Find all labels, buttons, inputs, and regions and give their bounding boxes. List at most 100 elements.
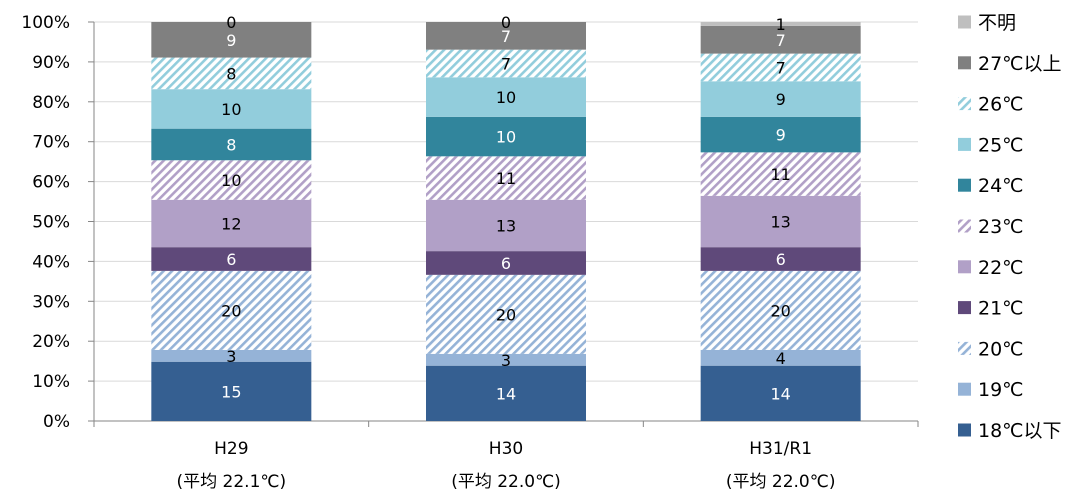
legend-swatch — [958, 97, 971, 111]
legend-swatch — [958, 423, 971, 437]
data-label: 7 — [776, 31, 786, 50]
legend-label: 21℃ — [978, 298, 1024, 320]
legend-swatch — [958, 15, 971, 29]
data-label: 9 — [226, 31, 236, 50]
bar-segment — [700, 53, 861, 82]
bar-segment — [426, 116, 586, 157]
data-label: 0 — [501, 13, 511, 32]
bar-segment — [151, 22, 312, 58]
bar-segment — [151, 361, 312, 421]
legend-item: 22℃ — [958, 257, 1024, 279]
legend-label: 18℃以下 — [978, 420, 1062, 442]
bar-segment — [426, 22, 586, 50]
legend-item: 18℃以下 — [958, 420, 1062, 442]
bar-segment — [151, 160, 312, 200]
data-label: 20 — [221, 301, 241, 320]
bar-segment — [151, 89, 312, 129]
bar-segment — [151, 270, 312, 350]
y-tick-label: 30% — [32, 292, 70, 312]
x-category-sublabel: (平均 22.1℃) — [177, 472, 287, 492]
data-label: 13 — [496, 216, 516, 235]
bar-segment — [151, 247, 312, 271]
legend-swatch — [958, 260, 971, 274]
bar-segment — [426, 353, 586, 366]
legend-item: 23℃ — [958, 216, 1024, 238]
bar-segment — [700, 195, 861, 248]
bar-segment — [700, 152, 861, 196]
bar-segment — [700, 81, 861, 117]
x-category-label: H30 — [489, 439, 523, 459]
legend-label: 27℃以上 — [978, 53, 1062, 75]
data-label: 1 — [776, 15, 786, 34]
data-label: 6 — [226, 250, 236, 269]
bar-segment — [151, 57, 312, 90]
legend-swatch — [958, 382, 971, 396]
legend-swatch — [958, 341, 971, 355]
x-category-sublabel: (平均 22.0℃) — [726, 472, 836, 492]
data-label: 15 — [221, 382, 241, 401]
data-label: 6 — [501, 254, 511, 273]
legend-label: 24℃ — [978, 175, 1024, 197]
data-label: 10 — [221, 100, 241, 119]
data-label: 11 — [770, 165, 790, 184]
bar-segment — [426, 251, 586, 275]
legend-item: 25℃ — [958, 134, 1024, 156]
data-label: 12 — [221, 214, 241, 233]
x-axis-labels: H29 (平均 22.1℃) H30 (平均 22.0℃) H31/R1 (平均 22.0… — [177, 439, 836, 492]
data-label: 10 — [496, 88, 516, 107]
data-label: 7 — [501, 54, 511, 73]
data-label: 7 — [501, 27, 511, 46]
legend-label: 不明 — [978, 12, 1016, 34]
x-category-sublabel: (平均 22.0℃) — [451, 472, 561, 492]
legend-item: 21℃ — [958, 298, 1024, 320]
data-label: 11 — [496, 169, 516, 188]
legend-label: 19℃ — [978, 379, 1024, 401]
y-tick-label: 10% — [32, 372, 70, 392]
y-tick-label: 80% — [32, 93, 70, 113]
bar-segment — [700, 22, 861, 26]
y-tick-label: 60% — [32, 173, 70, 193]
legend: 不明 27℃以上 26℃ 25℃ 24℃ 23℃ 22℃ 21℃ 20℃ 19℃ 18℃以下 — [958, 12, 1062, 442]
data-label: 14 — [770, 384, 790, 403]
bar-segment — [151, 199, 312, 248]
data-labels: 1532061210810890143206131110107701442061… — [221, 13, 791, 403]
data-label: 6 — [776, 250, 786, 269]
legend-item: 19℃ — [958, 379, 1024, 401]
data-label: 14 — [496, 384, 516, 403]
legend-swatch — [958, 137, 971, 151]
data-label: 7 — [776, 58, 786, 77]
data-label: 9 — [776, 90, 786, 109]
bar-segment — [700, 270, 861, 350]
y-tick-label: 0% — [43, 412, 70, 432]
bar-segment — [426, 156, 586, 200]
data-label: 20 — [496, 305, 516, 324]
data-label: 13 — [770, 213, 790, 232]
bar-segment — [426, 49, 586, 78]
bar-segment — [700, 116, 861, 153]
bar-segment — [700, 25, 861, 54]
legend-swatch — [958, 301, 971, 315]
bar-segment — [426, 199, 586, 252]
data-label: 8 — [226, 64, 236, 83]
legend-item: 27℃以上 — [958, 53, 1062, 75]
legend-label: 22℃ — [978, 257, 1024, 279]
y-tick-label: 90% — [32, 53, 70, 73]
y-tick-label: 40% — [32, 252, 70, 272]
data-label: 10 — [496, 128, 516, 147]
legend-item: 不明 — [958, 12, 1016, 34]
legend-swatch — [958, 219, 971, 233]
data-label: 4 — [776, 349, 786, 368]
bar-segment — [700, 349, 861, 366]
y-tick-label: 50% — [32, 213, 70, 233]
legend-label: 25℃ — [978, 134, 1024, 156]
data-label: 0 — [226, 13, 236, 32]
bar-segment — [151, 128, 312, 161]
y-tick-label: 20% — [32, 332, 70, 352]
y-tick-label: 70% — [32, 133, 70, 153]
legend-item: 26℃ — [958, 94, 1024, 116]
data-label: 3 — [501, 351, 511, 370]
y-tick-label: 100% — [21, 13, 70, 33]
legend-label: 20℃ — [978, 338, 1024, 360]
data-label: 9 — [776, 126, 786, 145]
